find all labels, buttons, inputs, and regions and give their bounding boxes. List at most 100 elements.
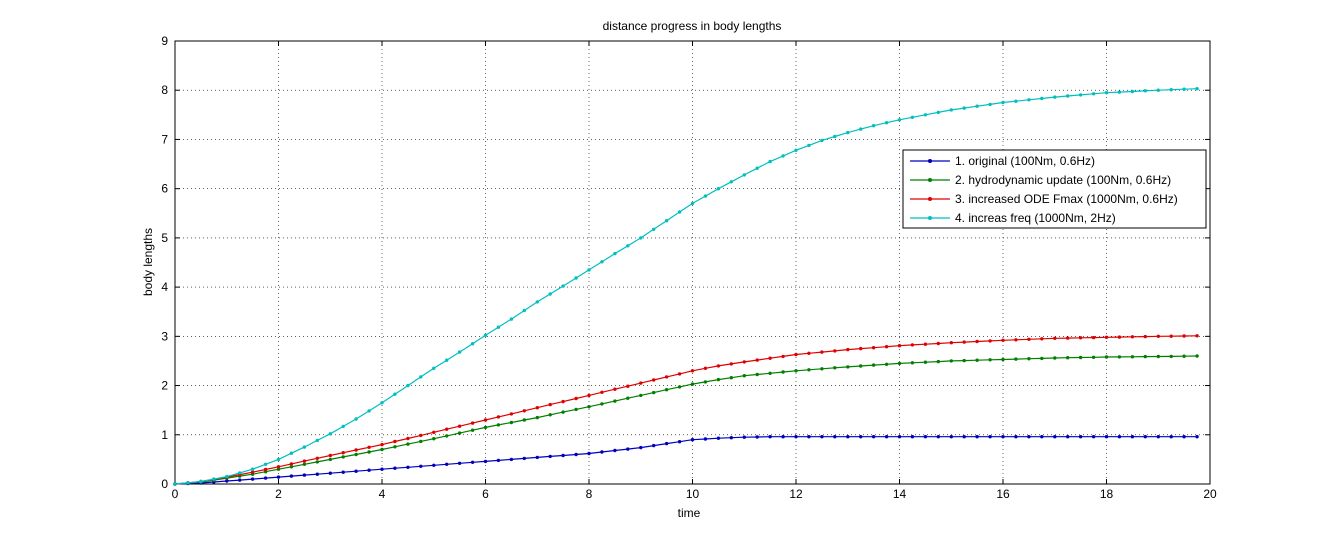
data-point <box>1014 435 1018 439</box>
data-point <box>1053 356 1057 360</box>
data-point <box>716 187 721 191</box>
data-point <box>923 113 928 117</box>
data-point <box>509 317 514 321</box>
data-point <box>367 450 371 454</box>
x-tick-label: 8 <box>586 487 593 501</box>
data-point <box>302 459 307 463</box>
x-tick-label: 10 <box>686 487 700 501</box>
data-point <box>729 180 733 184</box>
series-group <box>173 87 1199 486</box>
data-point <box>328 457 332 462</box>
data-point <box>1091 92 1096 96</box>
data-point <box>574 276 578 280</box>
data-point <box>639 381 643 385</box>
y-tick-label: 6 <box>161 182 168 196</box>
data-point <box>561 399 565 404</box>
data-point <box>626 447 630 451</box>
data-point <box>664 375 669 379</box>
series-4 <box>173 87 1199 486</box>
data-point <box>250 477 255 481</box>
data-point <box>807 143 811 148</box>
legend-entry: 1. original (100Nm, 0.6Hz) <box>910 154 1095 168</box>
data-point <box>626 396 630 400</box>
data-point <box>1143 354 1148 359</box>
data-point <box>1053 336 1057 340</box>
data-point <box>1001 357 1005 362</box>
data-point <box>457 350 462 354</box>
data-point <box>509 420 514 425</box>
data-point <box>949 341 953 345</box>
data-point <box>419 464 423 468</box>
data-point <box>897 361 902 366</box>
data-point <box>833 366 837 370</box>
data-point <box>755 435 759 439</box>
data-point <box>794 435 798 439</box>
data-point <box>1182 87 1186 91</box>
data-point <box>212 477 216 481</box>
data-point <box>613 387 617 391</box>
data-point <box>1078 435 1083 439</box>
data-point <box>820 138 824 143</box>
data-point <box>470 428 475 432</box>
data-point <box>522 456 526 461</box>
data-point <box>820 350 824 354</box>
data-point <box>1156 435 1161 439</box>
chart-title: distance progress in body lengths <box>603 19 782 33</box>
data-point <box>781 354 785 359</box>
data-point <box>988 435 992 439</box>
data-point <box>380 467 384 471</box>
data-point <box>742 435 746 439</box>
data-point <box>302 445 307 449</box>
series-line <box>174 436 1198 485</box>
data-point <box>574 396 578 401</box>
data-point <box>470 460 475 464</box>
data-point <box>483 333 488 337</box>
data-point <box>548 402 552 407</box>
data-point <box>884 121 889 125</box>
data-point <box>393 439 397 444</box>
data-point <box>677 210 682 214</box>
data-point <box>664 219 669 223</box>
data-point <box>833 134 837 139</box>
y-tick-label: 4 <box>161 280 168 294</box>
data-point <box>833 435 837 439</box>
x-tick-label: 12 <box>789 487 803 501</box>
data-point <box>962 340 966 344</box>
legend-label: 3. increased ODE Fmax (1000Nm, 0.6Hz) <box>955 192 1178 206</box>
data-point <box>496 423 501 427</box>
legend-box <box>902 149 1207 229</box>
data-point <box>522 308 526 313</box>
data-point <box>600 390 604 394</box>
data-point <box>1104 435 1109 439</box>
data-point <box>1053 435 1057 439</box>
data-point <box>988 102 992 107</box>
data-point <box>1130 89 1135 94</box>
data-point <box>328 471 332 475</box>
data-point <box>768 435 772 439</box>
data-point <box>341 455 345 459</box>
data-point <box>315 472 319 476</box>
data-point <box>470 421 475 425</box>
data-point <box>354 448 358 452</box>
data-point <box>703 437 708 441</box>
data-point <box>923 435 928 439</box>
data-point <box>703 380 708 384</box>
data-point <box>1040 435 1044 439</box>
data-point <box>263 467 268 472</box>
data-point <box>263 476 268 480</box>
data-point <box>1091 335 1096 340</box>
data-point <box>186 481 190 485</box>
data-point <box>781 370 785 374</box>
data-point <box>884 362 889 366</box>
data-point <box>1104 355 1109 359</box>
data-point <box>1117 335 1122 339</box>
data-point <box>1169 435 1173 439</box>
data-point <box>315 456 319 460</box>
y-tick-label: 3 <box>161 329 168 343</box>
data-point <box>445 427 449 431</box>
data-point <box>289 462 294 466</box>
data-point <box>419 433 423 438</box>
